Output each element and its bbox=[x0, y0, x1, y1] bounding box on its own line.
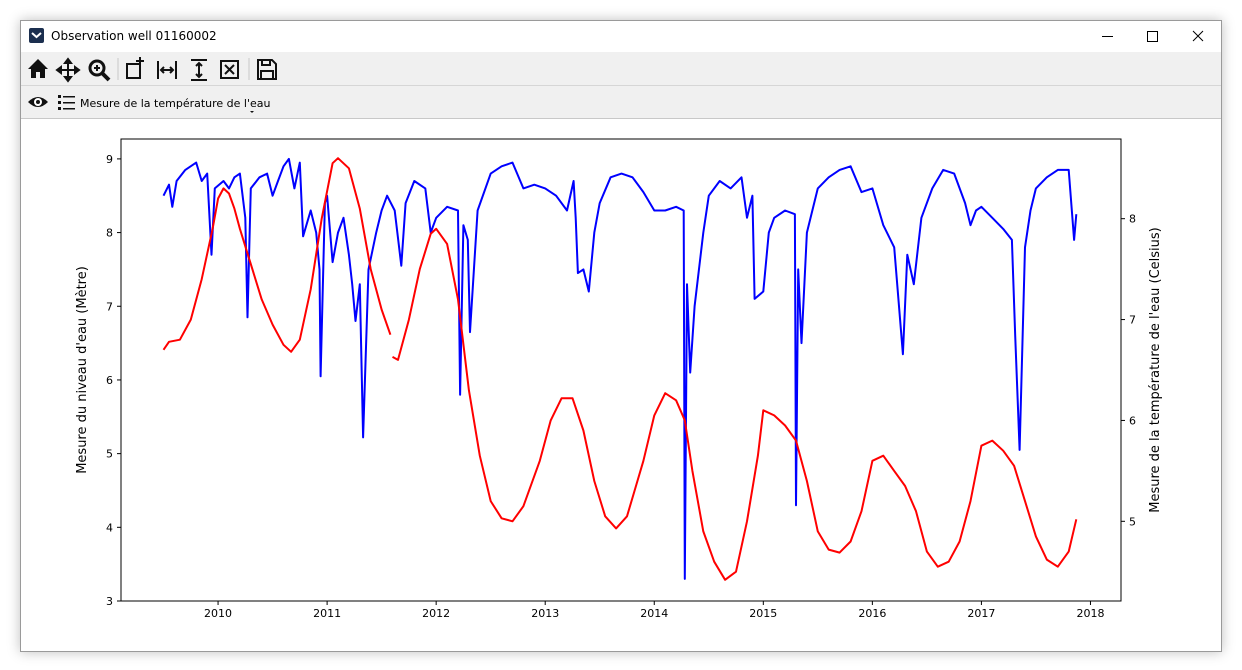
window: Observation well 01160002 Mesure de la t… bbox=[20, 20, 1222, 652]
y2-tick-label: 8 bbox=[1129, 213, 1136, 226]
x-tick-label: 2017 bbox=[967, 607, 995, 620]
app-icon bbox=[29, 28, 44, 43]
x-tick-label: 2011 bbox=[313, 607, 341, 620]
x-tick-label: 2013 bbox=[531, 607, 559, 620]
layers-button[interactable] bbox=[58, 95, 75, 110]
pan-button[interactable] bbox=[55, 57, 81, 83]
maximize[interactable] bbox=[1147, 31, 1158, 42]
x-tick-label: 2016 bbox=[858, 607, 886, 620]
zoom-button[interactable] bbox=[88, 59, 111, 82]
save-button[interactable] bbox=[257, 59, 277, 80]
y-tick-label: 5 bbox=[106, 448, 113, 461]
plot-frame bbox=[120, 138, 1122, 602]
y-tick-label: 9 bbox=[106, 153, 113, 166]
home-button[interactable] bbox=[28, 59, 48, 78]
fit-x-button[interactable] bbox=[157, 61, 177, 79]
x-tick-label: 2014 bbox=[640, 607, 668, 620]
visibility-button[interactable] bbox=[28, 97, 48, 107]
title-icons bbox=[29, 28, 1204, 43]
y2-tick-label: 6 bbox=[1129, 414, 1136, 427]
y2-tick-label: 7 bbox=[1129, 314, 1136, 327]
y-tick-label: 4 bbox=[106, 521, 113, 534]
data-line bbox=[162, 157, 1078, 581]
y-axis-label: Mesure du niveau d'eau (Mètre) bbox=[75, 266, 90, 474]
window-title: Observation well 01160002 bbox=[51, 29, 217, 43]
y2-axis-label: Mesure de la température de l'eau (Celsi… bbox=[1148, 227, 1163, 513]
subplot-button[interactable] bbox=[126, 57, 144, 79]
layer-icons bbox=[28, 95, 254, 113]
data-line bbox=[162, 157, 1078, 580]
x-tick-label: 2010 bbox=[204, 607, 232, 620]
dropdown-arrow[interactable] bbox=[250, 111, 254, 113]
y-tick-label: 8 bbox=[106, 227, 113, 240]
fit-y-button[interactable] bbox=[191, 59, 207, 81]
y-tick-label: 3 bbox=[106, 595, 113, 608]
title-bar: Observation well 01160002 bbox=[21, 21, 1221, 52]
layer-toolbar: Mesure de la température de l'eau bbox=[21, 86, 1221, 119]
x-tick-label: 2015 bbox=[749, 607, 777, 620]
layer-label[interactable]: Mesure de la température de l'eau bbox=[80, 97, 271, 110]
y-tick-label: 7 bbox=[106, 300, 113, 313]
close[interactable] bbox=[1192, 30, 1204, 42]
toolbar bbox=[21, 52, 1221, 86]
y2-tick-label: 5 bbox=[1129, 515, 1136, 528]
y-tick-label: 6 bbox=[106, 374, 113, 387]
x-tick-label: 2018 bbox=[1076, 607, 1104, 620]
toolbar-icons bbox=[28, 57, 277, 83]
chart: Mesure du niveau d'eau (Mètre) Mesure de… bbox=[75, 138, 1163, 620]
clear-button[interactable] bbox=[220, 60, 239, 79]
x-tick-label: 2012 bbox=[422, 607, 450, 620]
